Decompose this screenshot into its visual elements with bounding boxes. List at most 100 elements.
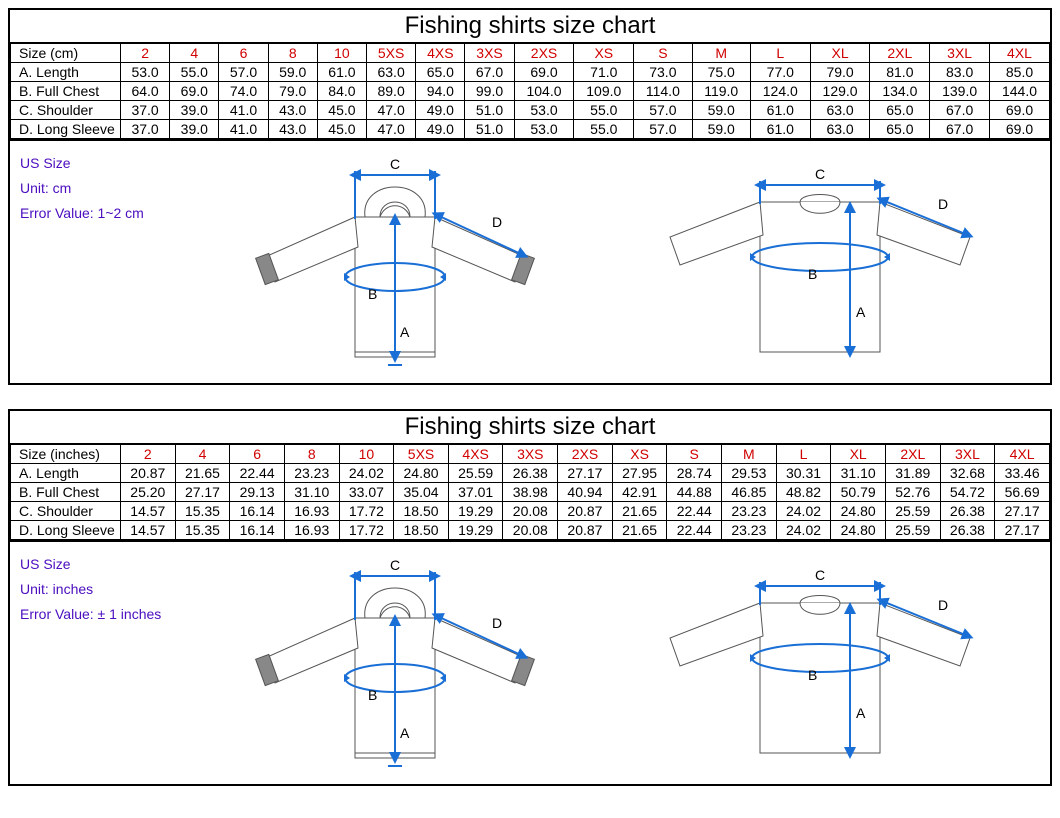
svg-text:B: B xyxy=(368,286,377,302)
size-cell: 20.08 xyxy=(503,521,558,540)
size-header: 10 xyxy=(339,445,394,464)
size-header: 2XS xyxy=(558,445,613,464)
size-cell: 21.65 xyxy=(612,502,667,521)
size-header: S xyxy=(667,445,722,464)
svg-text:D: D xyxy=(492,615,502,631)
size-cell: 69.0 xyxy=(514,63,574,82)
size-cell: 23.23 xyxy=(722,502,777,521)
size-cell: 20.87 xyxy=(558,521,613,540)
size-cell: 51.0 xyxy=(465,101,514,120)
size-cell: 42.91 xyxy=(612,483,667,502)
size-header: 4XL xyxy=(990,44,1050,63)
svg-text:C: C xyxy=(390,557,400,573)
table-header-row: Size (inches)2468105XS4XS3XS2XSXSSMLXL2X… xyxy=(11,445,1050,464)
size-cell: 43.0 xyxy=(268,120,317,139)
size-header: 4XS xyxy=(416,44,465,63)
size-cell: 39.0 xyxy=(170,120,219,139)
table-row: A. Length20.8721.6522.4423.2324.0224.802… xyxy=(11,464,1050,483)
crew-wrap: C A B D xyxy=(650,558,990,768)
size-header: XL xyxy=(810,44,870,63)
size-cell: 25.59 xyxy=(885,502,940,521)
size-cell: 26.38 xyxy=(940,502,995,521)
size-cell: 63.0 xyxy=(810,101,870,120)
measure-label: A. Length xyxy=(11,63,121,82)
hoodie-diagram: C A B D xyxy=(240,147,550,377)
size-header: 10 xyxy=(317,44,366,63)
size-cell: 129.0 xyxy=(810,82,870,101)
size-cell: 28.74 xyxy=(667,464,722,483)
size-cell: 61.0 xyxy=(750,101,810,120)
measure-label: C. Shoulder xyxy=(11,502,121,521)
size-cell: 25.20 xyxy=(121,483,176,502)
size-cell: 15.35 xyxy=(175,502,230,521)
size-table: Size (inches)2468105XS4XS3XS2XSXSSMLXL2X… xyxy=(10,444,1050,540)
size-cell: 57.0 xyxy=(634,120,692,139)
size-header: 2 xyxy=(121,445,176,464)
size-cell: 85.0 xyxy=(990,63,1050,82)
size-cell: 35.04 xyxy=(394,483,449,502)
svg-text:C: C xyxy=(390,156,400,172)
size-cell: 27.17 xyxy=(995,521,1050,540)
size-cell: 27.95 xyxy=(612,464,667,483)
size-header: 2XL xyxy=(870,44,930,63)
size-cell: 46.85 xyxy=(722,483,777,502)
size-cell: 48.82 xyxy=(776,483,831,502)
table-row: D. Long Sleeve37.039.041.043.045.047.049… xyxy=(11,120,1050,139)
table-row: B. Full Chest64.069.074.079.084.089.094.… xyxy=(11,82,1050,101)
svg-text:D: D xyxy=(492,214,502,230)
size-cell: 69.0 xyxy=(990,120,1050,139)
size-header: 2 xyxy=(121,44,170,63)
size-cell: 27.17 xyxy=(995,502,1050,521)
size-header: L xyxy=(750,44,810,63)
size-cell: 51.0 xyxy=(465,120,514,139)
size-header: 8 xyxy=(284,445,339,464)
size-cell: 17.72 xyxy=(339,502,394,521)
size-cell: 30.31 xyxy=(776,464,831,483)
size-header: L xyxy=(776,445,831,464)
size-cell: 26.38 xyxy=(940,521,995,540)
size-cell: 23.23 xyxy=(284,464,339,483)
measure-label: C. Shoulder xyxy=(11,101,121,120)
size-cell: 29.53 xyxy=(722,464,777,483)
size-header: XS xyxy=(612,445,667,464)
size-cell: 22.44 xyxy=(230,464,285,483)
unit-line: Unit: cm xyxy=(20,176,170,201)
size-cell: 45.0 xyxy=(317,120,366,139)
size-cell: 16.14 xyxy=(230,502,285,521)
size-cell: 77.0 xyxy=(750,63,810,82)
unit-header: Size (cm) xyxy=(11,44,121,63)
size-cell: 37.0 xyxy=(121,120,170,139)
size-cell: 144.0 xyxy=(990,82,1050,101)
table-row: C. Shoulder14.5715.3516.1416.9317.7218.5… xyxy=(11,502,1050,521)
size-cell: 44.88 xyxy=(667,483,722,502)
size-cell: 94.0 xyxy=(416,82,465,101)
size-header: 4 xyxy=(170,44,219,63)
size-cell: 14.57 xyxy=(121,521,176,540)
size-cell: 50.79 xyxy=(831,483,886,502)
svg-text:B: B xyxy=(368,687,377,703)
size-cell: 53.0 xyxy=(121,63,170,82)
size-chart-block: Fishing shirts size chartSize (cm)246810… xyxy=(8,8,1052,385)
size-cell: 54.72 xyxy=(940,483,995,502)
size-header: 8 xyxy=(268,44,317,63)
chart-title: Fishing shirts size chart xyxy=(10,411,1050,444)
size-cell: 74.0 xyxy=(219,82,268,101)
hoodie-diagram: C A B D xyxy=(240,548,550,778)
shirt-diagrams: C A B D C A B D xyxy=(190,548,1040,778)
diagram-area: US SizeUnit: cmError Value: 1~2 cm C A B… xyxy=(10,139,1050,383)
size-cell: 22.44 xyxy=(667,521,722,540)
crew-wrap: C A B D xyxy=(650,157,990,367)
size-cell: 37.0 xyxy=(121,101,170,120)
size-cell: 139.0 xyxy=(930,82,990,101)
hoodie-wrap: C A B D xyxy=(240,147,550,377)
size-header: 2XL xyxy=(885,445,940,464)
unit-line: Unit: inches xyxy=(20,577,170,602)
size-cell: 63.0 xyxy=(367,63,416,82)
svg-text:A: A xyxy=(856,705,866,721)
info-box: US SizeUnit: inchesError Value: ± 1 inch… xyxy=(20,548,170,628)
size-cell: 57.0 xyxy=(219,63,268,82)
svg-text:C: C xyxy=(815,567,825,583)
size-cell: 65.0 xyxy=(870,120,930,139)
chart-title: Fishing shirts size chart xyxy=(10,10,1050,43)
measure-label: D. Long Sleeve xyxy=(11,521,121,540)
